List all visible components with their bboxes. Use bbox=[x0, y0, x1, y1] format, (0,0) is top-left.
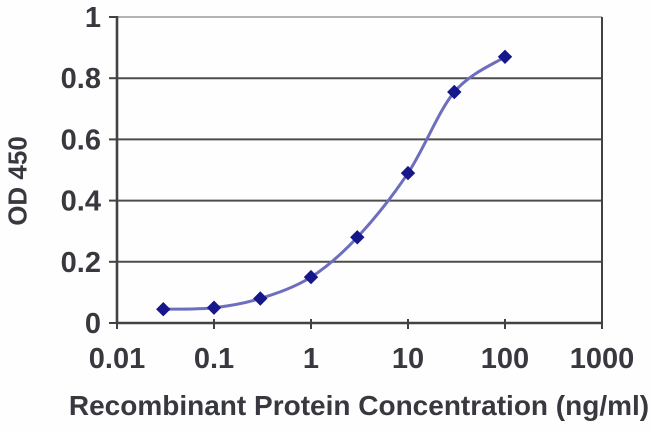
y-tick-label: 0 bbox=[85, 308, 101, 340]
y-tick-label: 0.4 bbox=[61, 186, 101, 218]
tick-layer bbox=[109, 16, 603, 329]
y-axis-title: OD 450 bbox=[2, 136, 33, 226]
x-tick-label: 0.01 bbox=[89, 343, 145, 375]
data-point-marker bbox=[400, 165, 416, 181]
x-tick-label: 100 bbox=[481, 343, 529, 375]
series-layer bbox=[156, 49, 513, 317]
data-point-marker bbox=[303, 269, 319, 285]
data-point-marker bbox=[447, 84, 462, 100]
data-point-marker bbox=[253, 291, 268, 306]
y-tick-label: 1 bbox=[85, 2, 101, 34]
x-tick-label: 1000 bbox=[570, 343, 635, 375]
series-line bbox=[161, 55, 507, 311]
data-point-marker bbox=[350, 230, 365, 245]
frame-layer bbox=[115, 16, 603, 325]
y-tick-label: 0.2 bbox=[61, 247, 101, 279]
data-point-marker bbox=[497, 49, 513, 65]
x-axis-title: Recombinant Protein Concentration (ng/ml… bbox=[68, 390, 650, 421]
x-tick-label: 1 bbox=[303, 343, 319, 375]
y-tick-label: 0.6 bbox=[61, 124, 101, 156]
tick-label-layer: 0.01 0.1 1 10 100 1000 0 0.2 0.4 0.6 0.8 1 bbox=[61, 2, 635, 375]
x-tick-label: 10 bbox=[392, 343, 424, 375]
y-tick-label: 0.8 bbox=[61, 63, 101, 95]
grid-layer bbox=[117, 77, 602, 263]
data-point-marker bbox=[156, 301, 171, 317]
data-point-marker bbox=[206, 300, 222, 315]
x-tick-label: 0.1 bbox=[194, 343, 234, 375]
